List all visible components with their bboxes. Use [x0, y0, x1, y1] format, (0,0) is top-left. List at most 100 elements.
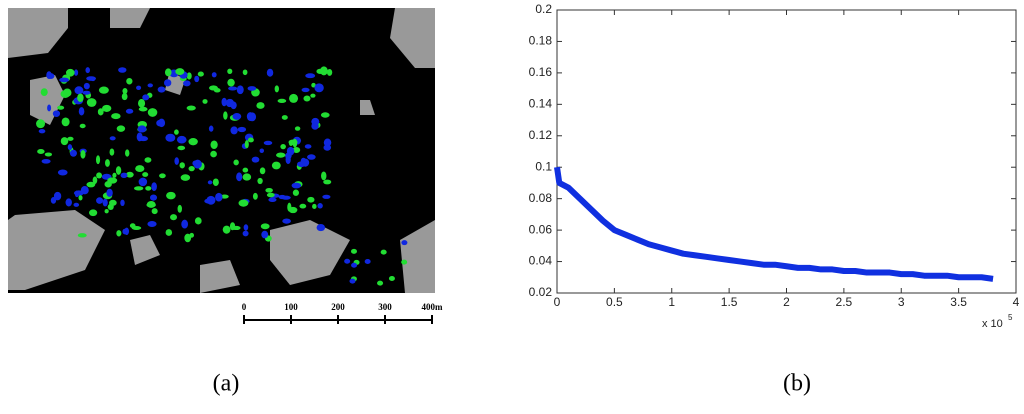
map-dot: [158, 118, 166, 128]
x-tick-label: 4: [1013, 295, 1020, 309]
map-dot: [197, 71, 204, 77]
map-dot: [138, 99, 146, 108]
map-dot: [320, 112, 330, 118]
map-dot: [350, 248, 357, 254]
map-dot: [112, 172, 117, 178]
map-dot: [236, 172, 243, 182]
map-dot: [206, 195, 216, 205]
map-dot: [97, 108, 104, 116]
map-dot: [242, 69, 248, 76]
gray-areas: [8, 8, 435, 293]
caption: (a): [213, 371, 240, 397]
map-dot: [40, 88, 48, 96]
map-dot: [106, 188, 113, 197]
map-dot: [174, 157, 179, 165]
map-dot: [142, 172, 149, 177]
map-dot: [96, 172, 102, 179]
map-dot: [73, 202, 80, 207]
map-dot: [44, 152, 53, 157]
map-dot: [208, 125, 214, 132]
y-tick-label: 0.08: [529, 191, 553, 205]
map-dot: [247, 86, 257, 91]
map-dot: [349, 278, 356, 284]
map-dot: [310, 93, 316, 98]
map-dot: [92, 176, 98, 185]
x-tick-label: 3.5: [950, 295, 967, 309]
map-dot: [165, 133, 176, 142]
map-dot: [286, 146, 295, 156]
map-dot: [147, 108, 158, 117]
map-dot: [188, 165, 195, 172]
x-tick-label: 2.5: [836, 295, 853, 309]
caption: (b): [783, 371, 811, 397]
scale-label: 200: [331, 302, 345, 312]
map-dot: [65, 198, 72, 207]
map-dot: [243, 224, 249, 231]
map-dot: [116, 230, 122, 237]
map-dot: [184, 233, 192, 243]
map-dot: [202, 99, 208, 104]
map-dot: [145, 186, 152, 191]
map-dot: [317, 203, 323, 209]
map-dot: [102, 104, 112, 112]
x-multiplier: x 10: [982, 318, 1003, 330]
map-dot: [159, 173, 166, 179]
map-dot: [125, 171, 134, 178]
map-dot: [321, 171, 327, 181]
map-dot: [252, 192, 258, 200]
map-dot: [77, 93, 84, 103]
map-dot: [292, 189, 300, 196]
map-dot: [36, 119, 46, 129]
map-dot: [323, 138, 332, 147]
map-dot: [67, 136, 74, 141]
map-dot: [125, 149, 130, 157]
map-dot: [244, 140, 249, 149]
map-dot: [222, 225, 231, 234]
map-dot: [257, 177, 263, 185]
map-dot: [90, 76, 96, 82]
map-dot: [180, 174, 191, 181]
map-dot: [266, 68, 274, 77]
map-dot: [278, 194, 287, 200]
map-dot: [288, 141, 294, 147]
map-dot: [174, 129, 179, 135]
map-dot: [186, 105, 196, 111]
map-dot: [73, 190, 84, 196]
map-dot: [232, 225, 241, 231]
y-tick-label: 0.02: [529, 285, 553, 299]
map-dot: [102, 198, 108, 207]
map-dot: [265, 187, 273, 193]
map-dot: [137, 125, 147, 133]
map-dot: [221, 97, 227, 107]
map-dot: [232, 113, 242, 120]
map-dot: [256, 102, 265, 109]
map-dot: [299, 203, 307, 209]
y-tick-label: 0.06: [529, 222, 553, 236]
map-dot: [177, 204, 182, 213]
map-dot: [78, 107, 85, 116]
map-dot: [131, 225, 142, 231]
map-dot: [311, 122, 319, 130]
x-tick-label: 0: [554, 295, 561, 309]
map-dot: [37, 149, 45, 154]
map-dot: [98, 86, 109, 94]
map-dot: [209, 85, 218, 91]
map-dot: [146, 202, 156, 208]
map-dot: [150, 194, 158, 201]
map-dot: [271, 161, 281, 170]
map-dot: [287, 202, 292, 212]
map-dot: [116, 125, 126, 132]
map-dot: [326, 68, 333, 76]
map-dot: [316, 68, 324, 74]
map-dot: [228, 86, 238, 91]
map-dot: [170, 214, 178, 221]
x-tick-label: 3: [898, 295, 905, 309]
map-dot: [107, 203, 114, 210]
map-dot: [193, 159, 202, 169]
y-tick-label: 0.14: [529, 97, 553, 111]
map-dot: [230, 101, 237, 110]
map-dot: [89, 209, 98, 217]
map-dot: [388, 276, 395, 282]
map-dot: [227, 68, 233, 75]
